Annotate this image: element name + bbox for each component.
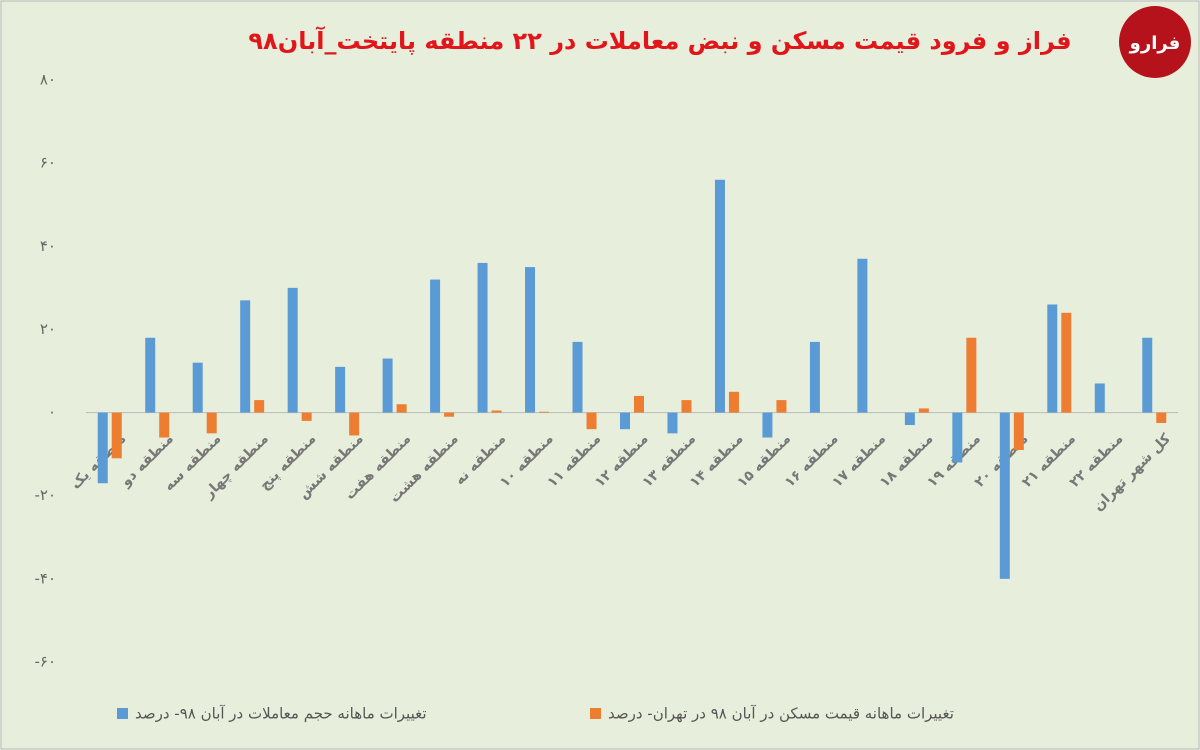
bar [762,412,773,438]
bar [857,258,868,413]
bar [254,400,265,413]
logo-text: فرارو [1129,33,1181,54]
bar [620,412,630,430]
bar [1142,337,1153,413]
bar [1094,383,1105,413]
bar [728,391,739,413]
bar [904,412,915,426]
legend-swatch [117,708,128,719]
y-tick-label: ۴۰ [40,237,56,255]
bar [634,395,644,413]
bar [918,408,929,413]
bar [206,412,217,434]
bar [192,362,203,413]
bar [667,412,678,434]
bar [1156,412,1167,423]
bar [586,412,597,430]
logo [1119,6,1191,78]
bar [287,287,298,413]
bar [349,412,360,436]
bar [301,412,312,421]
bar [714,179,725,413]
bar [240,300,251,413]
y-tick-label: ۰ [48,403,56,421]
bar [335,366,346,413]
bar [491,410,502,413]
bar [539,411,550,413]
bar [430,279,441,413]
y-tick-label: -۲۰ [34,486,56,504]
y-tick-label: ۲۰ [40,320,56,338]
bar [681,400,692,413]
bar [444,412,455,417]
bar [572,341,583,413]
bar [1061,312,1072,413]
bar [809,341,820,413]
y-tick-label: ۶۰ [40,154,56,172]
bar [159,412,170,438]
bar [382,358,393,413]
bar [396,404,407,413]
y-tick-label: -۴۰ [34,569,56,587]
legend-swatch [590,708,601,719]
y-tick-label: -۶۰ [34,653,56,671]
bar [97,412,108,484]
bar [1047,304,1058,413]
chart-title: فراز و فرود قیمت مسکن و نبض معاملات در ۲… [248,26,1071,55]
bar [966,337,977,413]
bar [952,412,963,463]
bar [145,337,156,413]
bar [111,412,122,459]
legend-label: تغییرات ماهانه قیمت مسکن در آبان ۹۸ در ت… [608,705,954,723]
bar [477,262,488,413]
bar [1013,412,1024,450]
legend-label: تغییرات ماهانه حجم معاملات در آبان ۹۸- د… [135,705,427,723]
bar [525,267,536,413]
y-tick-label: ۸۰ [40,71,56,89]
bar [999,412,1010,579]
bar [776,400,787,413]
